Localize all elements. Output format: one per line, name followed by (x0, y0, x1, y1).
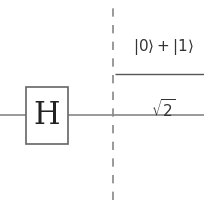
Text: $|0\rangle + |1\rangle$: $|0\rangle + |1\rangle$ (133, 37, 194, 57)
Bar (26, 87, 68, 144)
Text: H: H (34, 100, 60, 131)
Text: $\sqrt{2}$: $\sqrt{2}$ (151, 98, 176, 120)
